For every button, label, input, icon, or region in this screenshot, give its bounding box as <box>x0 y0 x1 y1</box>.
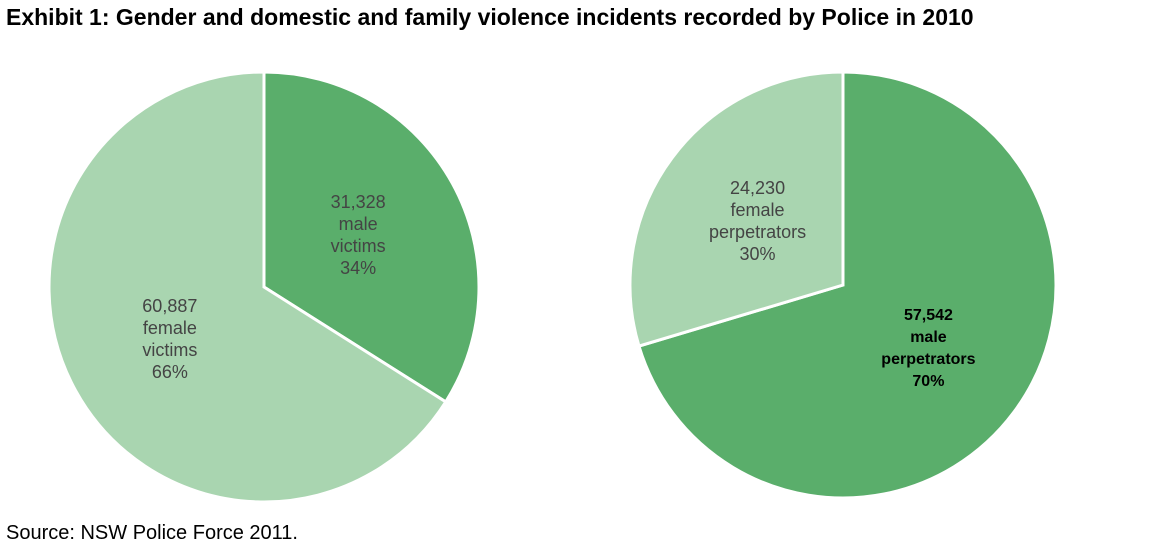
category-label: female perpetrators <box>709 200 807 243</box>
source-note: Source: NSW Police Force 2011. <box>6 522 298 544</box>
slice-label: 57,542 male perpetrators 70% <box>881 305 975 393</box>
value-label: 57,542 <box>903 306 953 324</box>
category-label: male victims <box>330 214 386 257</box>
pie-slice <box>637 70 1058 500</box>
value-label: 60,887 <box>142 295 198 316</box>
category-label: male perpetrators <box>881 328 976 368</box>
slice-label: 60,887 female victims 66% <box>142 295 197 383</box>
pie-slice <box>47 70 448 504</box>
category-label: female victims <box>142 317 198 360</box>
slice-label: 24,230 female perpetrators 30% <box>709 177 806 265</box>
percent-label: 66% <box>151 361 188 382</box>
value-label: 24,230 <box>730 178 786 199</box>
percent-label: 34% <box>340 258 377 279</box>
percent-label: 70% <box>912 372 945 390</box>
chart-title: Exhibit 1: Gender and domestic and famil… <box>6 4 974 30</box>
pie-slice <box>628 70 845 348</box>
slice-label: 31,328 male victims 34% <box>331 191 386 279</box>
value-label: 31,328 <box>330 192 386 213</box>
percent-label: 30% <box>739 244 776 265</box>
